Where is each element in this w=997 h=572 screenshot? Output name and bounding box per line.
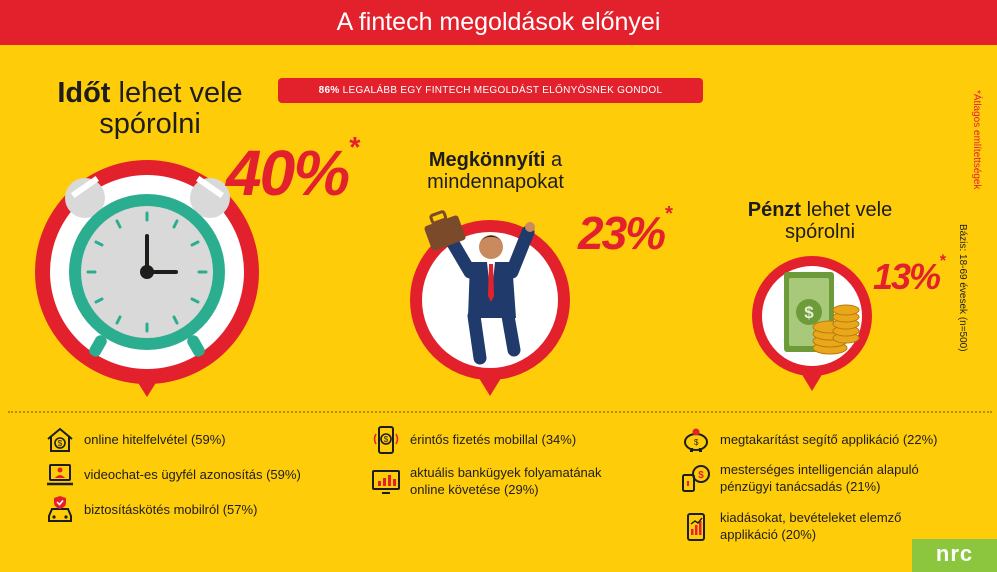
feature-text: aktuális bankügyek folyamatának online kö…	[410, 465, 602, 498]
monitor-chart-icon	[372, 469, 400, 494]
percent-value: 13%	[873, 256, 941, 297]
feature-text: kiadásokat, bevételeket elemző applikáció…	[720, 510, 901, 543]
svg-text:$: $	[384, 435, 389, 444]
house-money-icon: $	[47, 427, 73, 452]
benefit-heading-strong: Pénzt	[747, 199, 802, 221]
benefit-heading-rest: lehet vele	[110, 77, 243, 109]
average-note: *Átlagos említettségek	[971, 90, 982, 190]
percent-star: *	[939, 252, 946, 270]
percent-star: *	[664, 202, 673, 225]
page-title: A fintech megoldások előnyei	[0, 0, 997, 45]
benefit-percent-time: 40%*	[226, 132, 359, 210]
feature-item: $ online hitelfelvétel (59%)	[44, 424, 226, 456]
summary-badge-value: 86%	[318, 85, 340, 96]
feature-item: videochat-es ügyfél azonosítás (59%)	[44, 459, 301, 491]
car-shield-icon	[48, 496, 72, 522]
piggy-bank-icon: $	[684, 428, 708, 452]
feature-item: $ érintős fizetés mobillal (34%)	[370, 424, 576, 456]
feature-text-line1: aktuális bankügyek folyamatának	[410, 465, 602, 480]
feature-text-line1: mesterséges intelligencián alapuló	[720, 462, 919, 477]
base-note: Bázis: 18-69 évesek (n=500)	[957, 224, 968, 352]
phone-chart-icon	[687, 512, 705, 541]
benefit-percent-money: 13%*	[873, 252, 945, 298]
summary-badge-text: legalább egy fintech megoldást előnyösne…	[339, 85, 663, 96]
feature-text-line2: online követése (29%)	[410, 481, 539, 497]
benefit-heading-line2: spórolni	[99, 108, 201, 141]
feature-item: aktuális bankügyek folyamatának online kö…	[370, 465, 602, 498]
benefit-heading-line2: spórolni	[784, 220, 856, 243]
benefit-heading-money: Pénzt lehet vele spórolni	[735, 199, 905, 243]
feature-text: biztosításkötés mobilról (57%)	[84, 501, 258, 517]
ai-advisor-icon: $	[682, 464, 710, 492]
feature-text: online hitelfelvétel (59%)	[84, 431, 226, 447]
benefit-heading-time: Időt lehet vele spórolni	[30, 77, 270, 141]
percent-value: 40%	[226, 137, 350, 209]
feature-text: érintős fizetés mobillal (34%)	[410, 431, 577, 447]
feature-item: $ megtakarítást segítő applikáció (22%)	[680, 424, 938, 456]
svg-text:$: $	[694, 438, 699, 447]
contactless-phone-icon: $	[373, 426, 399, 454]
feature-text: mesterséges intelligencián alapuló pénzüg…	[720, 462, 919, 495]
feature-text: megtakarítást segítő applikáció (22%)	[720, 431, 938, 447]
benefit-heading-strong: Időt	[57, 77, 111, 109]
feature-text-line1: kiadásokat, bevételeket elemző	[720, 510, 902, 525]
feature-text-line2: pénzügyi tanácsadás (21%)	[720, 478, 881, 494]
svg-text:$: $	[804, 303, 814, 322]
summary-badge: 86% legalább egy fintech megoldást előny…	[278, 78, 703, 103]
feature-item: kiadásokat, bevételeket elemző applikáció…	[680, 510, 901, 543]
feature-text-line2: applikáció (20%)	[720, 526, 817, 542]
benefit-heading-rest: a	[545, 149, 563, 171]
benefit-percent-easier: 23%*	[578, 202, 672, 260]
feature-text: videochat-es ügyfél azonosítás (59%)	[84, 466, 301, 482]
side-notes: *Átlagos említettségek Bázis: 18-69 éves…	[952, 90, 992, 390]
percent-value: 23%	[578, 207, 666, 259]
benefit-heading-line2: mindennapokat	[427, 170, 564, 193]
feature-item: $ mesterséges intelligencián alapuló pénz…	[680, 462, 919, 495]
benefit-heading-easier: Megkönnyíti a mindennapokat	[408, 149, 583, 193]
dotted-divider	[8, 411, 992, 413]
benefit-heading-rest: lehet vele	[801, 199, 893, 221]
percent-star: *	[348, 132, 360, 164]
benefit-heading-strong: Megkönnyíti	[428, 149, 546, 171]
feature-item: biztosításkötés mobilról (57%)	[44, 494, 257, 526]
svg-text:$: $	[698, 470, 704, 481]
laptop-user-icon	[47, 464, 73, 486]
svg-text:$: $	[58, 439, 63, 448]
nrc-logo: nrc	[912, 539, 997, 572]
